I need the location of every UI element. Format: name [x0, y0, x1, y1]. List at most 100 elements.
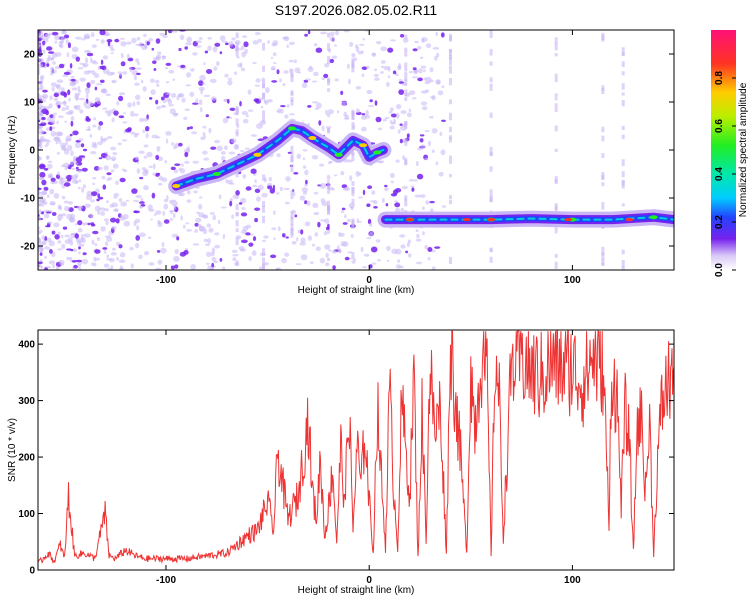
noise-dot — [142, 86, 147, 92]
noise-dot — [185, 42, 192, 46]
noise-dot — [96, 99, 101, 105]
noise-dot — [143, 33, 147, 38]
noise-dot — [38, 141, 41, 148]
streak-dot — [404, 97, 408, 102]
y-tick-label: 200 — [18, 453, 35, 464]
noise-dot — [241, 207, 246, 210]
noise-dot — [102, 107, 108, 110]
noise-dot — [328, 161, 334, 163]
noise-dot — [164, 160, 167, 164]
noise-dot — [65, 138, 72, 142]
noise-dot — [268, 176, 272, 182]
streak-dot — [290, 164, 294, 170]
noise-dot — [52, 115, 56, 119]
noise-dot — [135, 235, 140, 241]
noise-dot — [125, 128, 132, 133]
noise-dot — [65, 39, 70, 45]
noise-dot — [46, 155, 49, 161]
noise-dot — [118, 95, 124, 102]
noise-dot — [354, 57, 357, 62]
noise-dot — [256, 196, 261, 202]
noise-dot — [78, 179, 82, 183]
noise-dot — [131, 37, 137, 44]
noise-dot — [198, 86, 205, 91]
noise-dot — [390, 113, 397, 118]
noise-dot — [224, 73, 229, 78]
noise-dot — [155, 154, 160, 161]
trace-highlight — [384, 216, 674, 221]
noise-dot — [109, 258, 115, 263]
noise-dot — [100, 39, 105, 44]
noise-dot — [303, 79, 309, 83]
streak-dot — [621, 47, 625, 57]
noise-dot — [392, 189, 399, 195]
noise-dot — [313, 43, 318, 47]
streak-dot — [235, 42, 239, 49]
noise-dot — [381, 197, 385, 203]
noise-dot — [106, 254, 109, 259]
noise-dot — [267, 182, 273, 187]
noise-dot — [38, 203, 43, 207]
noise-dot — [384, 187, 389, 192]
streak-dot — [262, 65, 266, 72]
noise-dot — [279, 78, 282, 83]
noise-dot — [48, 260, 56, 265]
noise-dot — [272, 40, 279, 46]
streak-dot — [235, 237, 239, 246]
noise-dot — [135, 67, 142, 70]
streak-dot — [290, 190, 294, 200]
streak-dot — [601, 126, 605, 133]
noise-dot — [199, 74, 206, 81]
noise-dot — [102, 247, 108, 250]
streak-dot — [621, 134, 625, 140]
noise-dot — [75, 157, 83, 163]
noise-dot — [238, 202, 243, 205]
noise-dot — [429, 67, 434, 73]
noise-dot — [429, 200, 435, 204]
trace-peak — [649, 215, 658, 220]
noise-dot — [138, 254, 143, 260]
noise-dot — [184, 160, 190, 164]
noise-dot — [39, 252, 43, 256]
trace-peak — [287, 126, 296, 131]
noise-dot — [64, 234, 71, 238]
noise-dot — [399, 139, 403, 144]
noise-dot — [202, 125, 207, 129]
streak-dot — [448, 65, 452, 74]
noise-dot — [241, 239, 248, 244]
streak-dot — [554, 205, 558, 215]
noise-dot — [211, 262, 214, 268]
noise-dot — [125, 41, 132, 45]
streak-dot — [351, 220, 355, 229]
noise-dot — [283, 70, 289, 74]
noise-dot — [217, 219, 221, 225]
noise-dot — [75, 36, 82, 40]
noise-dot — [340, 90, 344, 95]
trace-peak — [359, 143, 368, 148]
noise-dot — [429, 115, 434, 119]
noise-dot — [400, 207, 405, 212]
noise-dot — [190, 68, 195, 72]
noise-dot — [286, 104, 290, 108]
noise-dot — [385, 203, 389, 207]
noise-dot — [180, 64, 186, 68]
noise-dot — [250, 168, 257, 174]
noise-dot — [202, 150, 208, 155]
noise-dot — [305, 78, 312, 81]
noise-dot — [99, 30, 106, 36]
noise-dot — [130, 263, 134, 269]
noise-dot — [170, 265, 175, 270]
streak-dot — [351, 152, 355, 161]
noise-dot — [365, 109, 369, 116]
noise-dot — [56, 120, 59, 125]
trace-peak — [373, 150, 382, 155]
noise-dot — [152, 60, 157, 64]
noise-dot — [61, 30, 66, 34]
noise-dot — [339, 232, 345, 237]
noise-dot — [291, 151, 294, 156]
noise-dot — [184, 46, 188, 50]
noise-dot — [182, 224, 186, 229]
streak-dot — [404, 34, 408, 40]
noise-dot — [387, 65, 391, 72]
noise-dot — [366, 237, 372, 240]
